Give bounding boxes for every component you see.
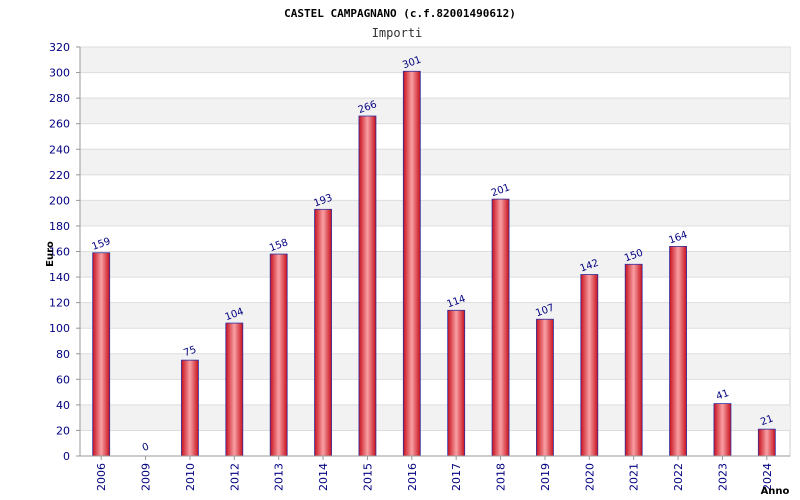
bar-2014 (314, 208, 332, 457)
y-tick-label: 120 (49, 297, 70, 310)
chart-subtitle: Importi (372, 26, 423, 40)
y-tick-label: 280 (49, 92, 70, 105)
bar-2019 (536, 318, 554, 457)
bar-2021 (624, 263, 643, 457)
y-tick-label: 240 (49, 143, 70, 156)
y-tick-label: 140 (49, 271, 70, 284)
y-tick-label: 20 (56, 424, 70, 437)
bar-2020 (580, 274, 599, 457)
y-tick-label: 160 (49, 246, 70, 259)
grid-band (80, 98, 790, 124)
x-axis: 2006 2009 2010 2012 2013 2014 2015 2016 2017 2018… (80, 455, 790, 491)
y-tick-label: 0 (63, 450, 70, 463)
chart-title: CASTEL CAMPAGNANO (c.f.82001490612) (284, 7, 516, 20)
y-tick-label: 300 (49, 67, 70, 80)
data-label-2024: 21 (759, 413, 775, 428)
y-tick-label: 200 (49, 194, 70, 207)
y-tick-label: 40 (56, 399, 70, 412)
x-tick-label-2015: 2015 (361, 463, 374, 491)
y-tick-label: 80 (56, 348, 70, 361)
x-tick-label-2022: 2022 (672, 463, 685, 491)
x-tick-label-2009: 2009 (140, 463, 153, 491)
bar-2022 (669, 245, 687, 457)
x-tick-label-2020: 2020 (583, 463, 596, 491)
x-tick-label-2021: 2021 (628, 463, 641, 491)
bar-2024 (757, 428, 776, 457)
bar-2012 (225, 322, 244, 457)
y-tick-label: 180 (49, 220, 70, 233)
y-axis: 0 20 40 60 80 100 120 140 160 180 200 220 240 260 280 3… (49, 41, 81, 463)
x-axis-label: Anno (761, 486, 790, 497)
x-tick-label-2024: 2024 (761, 463, 774, 491)
y-axis-label: Euro (45, 241, 56, 267)
x-tick-label-2019: 2019 (539, 463, 552, 491)
x-tick-label-2013: 2013 (273, 463, 286, 491)
x-tick-label-2010: 2010 (184, 463, 197, 491)
bar-2018 (491, 198, 510, 457)
y-tick-label: 60 (56, 373, 70, 386)
y-tick-label: 100 (49, 322, 70, 335)
data-label-2023: 41 (715, 388, 731, 403)
grid-band (80, 149, 790, 175)
bar-2013 (269, 253, 288, 457)
bar-2010 (181, 359, 199, 457)
bar-2016 (402, 70, 421, 457)
x-tick-label-2006: 2006 (95, 463, 108, 491)
y-tick-label: 260 (49, 118, 70, 131)
bar-2017 (447, 309, 466, 457)
bar-2015 (358, 115, 377, 457)
x-tick-label-2023: 2023 (716, 463, 729, 491)
bar-2023 (713, 403, 732, 457)
x-tick-label-2014: 2014 (317, 463, 330, 491)
data-label-2010: 75 (182, 344, 198, 359)
data-label-2009: 0 (141, 441, 151, 454)
grid-band (80, 200, 790, 226)
y-tick-label: 220 (49, 169, 70, 182)
x-tick-label-2016: 2016 (406, 463, 419, 491)
x-tick-label-2017: 2017 (450, 463, 463, 491)
x-tick-label-2012: 2012 (228, 463, 241, 491)
x-tick-label-2018: 2018 (495, 463, 508, 491)
bar-2006 (92, 252, 111, 457)
y-tick-label: 320 (49, 41, 70, 54)
grid-band (80, 47, 790, 73)
